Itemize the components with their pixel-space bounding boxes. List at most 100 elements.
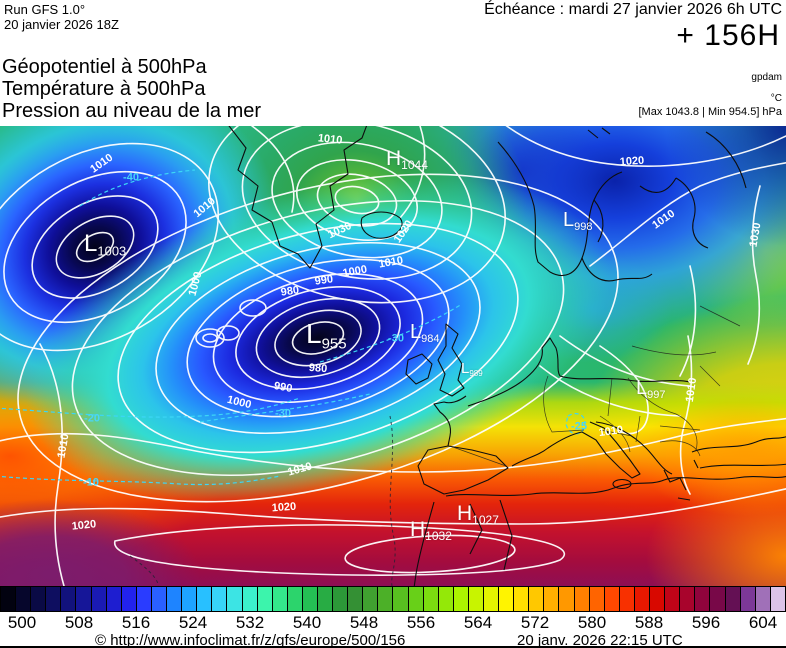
colorbar-swatch: [664, 586, 680, 612]
isobar-value-label: 1020: [619, 154, 645, 169]
header: Run GFS 1.0° 20 janvier 2026 18Z Échéanc…: [0, 0, 786, 126]
colorbar-swatch: [241, 586, 257, 612]
scale-tick-label: 532: [235, 613, 265, 632]
colorbar-swatch: [256, 586, 272, 612]
scale-tick-label: 548: [349, 613, 379, 632]
pressure-letter: H: [386, 147, 402, 170]
pressure-value: 997: [647, 388, 666, 401]
pressure-value: 998: [574, 220, 593, 233]
geopotential-color-scale: [0, 586, 786, 612]
pressure-center-label: H1027: [457, 503, 499, 526]
color-scale-tick-labels: 500 508 516 524 532 540 548 556 564 572 580 588 596 6…: [0, 612, 786, 634]
pressure-value: 1027: [472, 513, 499, 528]
colorbar-swatch: [15, 586, 31, 612]
isotherm-value-label: -25: [571, 420, 587, 433]
colorbar-swatch: [483, 586, 499, 612]
coastlines: [228, 126, 786, 586]
colorbar-swatch: [0, 586, 16, 612]
colorbar-swatch: [754, 586, 770, 612]
field-background: [0, 126, 786, 586]
colorbar-swatch: [286, 586, 302, 612]
pressure-letter: L: [84, 230, 98, 257]
colorbar-swatch: [120, 586, 136, 612]
weather-map: L1003 L955 L984 L989 L998 L997 H1044 H1032 H1027…: [0, 126, 786, 586]
colorbar-swatch: [377, 586, 393, 612]
colorbar-swatch: [769, 586, 786, 612]
colorbar-swatch: [45, 586, 61, 612]
pressure-value: 1032: [425, 529, 452, 544]
colorbar-swatch: [226, 586, 242, 612]
colorbar-swatch: [558, 586, 574, 612]
colorbar-swatch: [603, 586, 619, 612]
footer: © http://www.infoclimat.fr/z/gfs/europe/…: [0, 632, 786, 648]
colorbar-swatch: [135, 586, 151, 612]
valid-time: Échéance : mardi 27 janvier 2026 6h UTC: [484, 1, 782, 18]
colorbar-swatch: [150, 586, 167, 612]
pressure-center-label: H1044: [386, 148, 428, 171]
pressure-letter: H: [410, 518, 426, 541]
scale-tick-label: 588: [634, 613, 664, 632]
colorbar-swatch: [422, 586, 438, 612]
colorbar-swatch: [301, 586, 317, 612]
scale-tick-label: 524: [178, 613, 208, 632]
colorbar-swatch: [211, 586, 227, 612]
pressure-value: 1003: [97, 243, 127, 259]
isotherm-value-label: -30: [275, 407, 291, 420]
colorbar-swatch: [362, 586, 378, 612]
colorbar-swatch: [709, 586, 725, 612]
isotherm-value-label: -20: [84, 412, 100, 425]
colorbar-swatch: [75, 586, 91, 612]
colorbar-swatch: [196, 586, 212, 612]
colorbar-swatch: [437, 586, 453, 612]
unit-celsius: °C: [770, 93, 782, 104]
colorbar-swatch: [528, 586, 544, 612]
scale-tick-label: 500: [7, 613, 37, 632]
bottom-border: [0, 646, 786, 648]
colorbar-swatch: [407, 586, 423, 612]
colorbar-swatch: [271, 586, 287, 612]
scale-tick-label: 556: [406, 613, 436, 632]
pressure-letter: L: [636, 377, 648, 399]
colorbar-swatch: [30, 586, 46, 612]
forecast-hour: + 156H: [676, 19, 780, 52]
pressure-letter: H: [457, 502, 473, 525]
pressure-center-label: L989: [461, 361, 483, 378]
colorbar-swatch: [498, 586, 514, 612]
scale-tick-label: 564: [463, 613, 493, 632]
colorbar-swatch: [181, 586, 197, 612]
colorbar-swatch: [467, 586, 483, 612]
model-run-date: 20 janvier 2026 18Z: [4, 17, 119, 32]
scale-tick-label: 604: [748, 613, 778, 632]
colorbar-swatch: [452, 586, 468, 612]
unit-gpdam: gpdam: [751, 72, 782, 83]
isotherm-value-label: -30: [388, 332, 404, 345]
colorbar-swatch: [649, 586, 665, 612]
pressure-center-label: L955: [306, 320, 347, 353]
pressure-value: 989: [469, 368, 483, 378]
isotherm-value-label: -40: [123, 171, 139, 184]
colorbar-swatch: [392, 586, 408, 612]
colorbar-swatch: [347, 586, 363, 612]
colorbar-swatch: [694, 586, 710, 612]
isotherm-value-label: -10: [83, 476, 99, 489]
colorbar-swatch: [60, 586, 76, 612]
colorbar-swatch: [316, 586, 333, 612]
scale-tick-label: 516: [121, 613, 151, 632]
colorbar-swatch: [513, 586, 529, 612]
minor-contours: [129, 415, 396, 586]
param-pressure: Pression au niveau de la mer: [2, 100, 262, 122]
colorbar-swatch: [105, 586, 121, 612]
pressure-value: 984: [421, 332, 440, 345]
pressure-center-label: L1003: [84, 232, 126, 258]
isobar-value-label: 980: [308, 361, 328, 376]
source-url: © http://www.infoclimat.fr/z/gfs/europe/…: [95, 632, 406, 648]
param-geopotential: Géopotentiel à 500hPa: [2, 56, 207, 78]
pressure-value: 1044: [401, 158, 428, 173]
colorbar-swatch: [573, 586, 589, 612]
pressure-center-label: L984: [410, 322, 439, 345]
colorbar-swatch: [166, 586, 182, 612]
pressure-value: 955: [321, 335, 347, 353]
pressure-letter: L: [461, 360, 470, 377]
colorbar-swatch: [739, 586, 755, 612]
